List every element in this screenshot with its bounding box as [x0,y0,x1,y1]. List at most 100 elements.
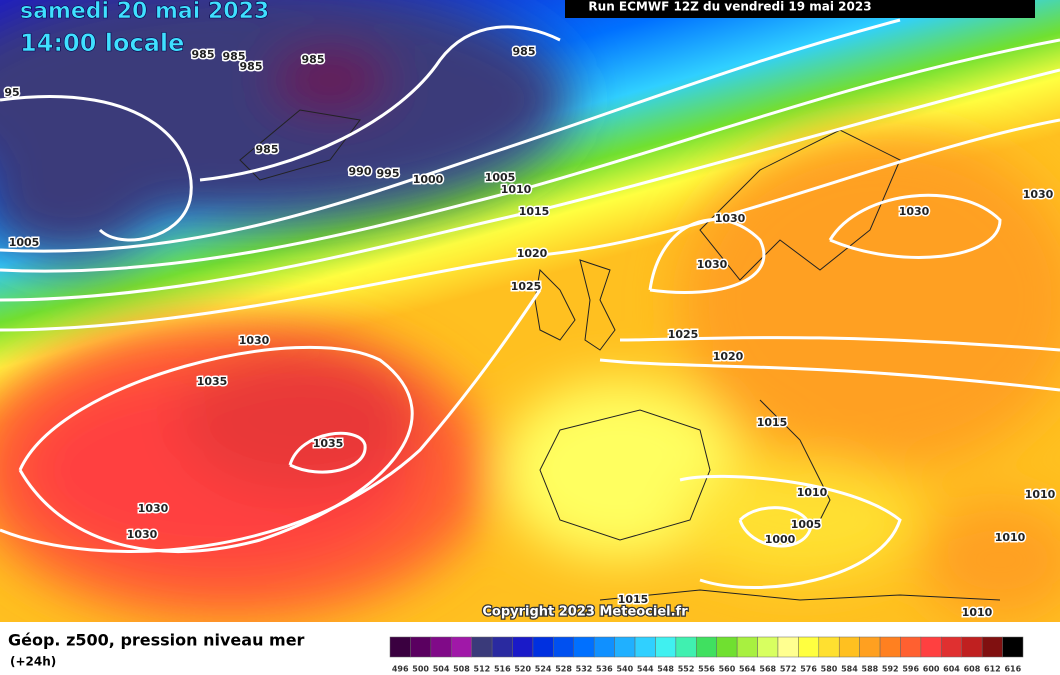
isobar-label: 1025 [668,328,699,341]
scale-label: 548 [657,665,674,674]
isobar-label: 1015 [618,593,649,606]
scale-label: 524 [535,665,552,674]
scale-swatch [941,636,962,658]
isobars [0,18,1060,589]
isobar-label: 1005 [9,236,40,249]
isobar-label: 1030 [127,528,158,541]
isobar-label: 995 [377,167,400,180]
isobar-label: 985 [192,48,215,61]
isobar-label: 1000 [765,533,796,546]
isobar-label: 1030 [899,205,930,218]
scale-swatch [532,636,554,658]
field-blobs [0,0,1060,620]
scale-swatch [838,636,860,658]
scale-swatch [716,636,738,658]
scale-swatch [777,636,799,658]
isobar-label: 1000 [413,173,444,186]
isobar-label: 1030 [697,258,728,271]
scale-swatch [614,636,636,658]
isobar-label: 1005 [485,171,516,184]
scale-label: 540 [616,665,633,674]
run-info: Run ECMWF 12Z du vendredi 19 mai 2023 [588,0,871,14]
scale-swatch [900,636,922,658]
scale-label: 496 [392,665,409,674]
isobar-label: 1015 [757,416,788,429]
isobar-label: 1010 [501,183,532,196]
scale-label: 520 [514,665,531,674]
isobar-label: 990 [349,165,372,178]
isobar-label: 985 [513,45,536,58]
isobar-label: 1020 [713,350,744,363]
scale-label: 572 [780,665,797,674]
isobar-label: 1035 [197,375,228,388]
scale-label: 584 [841,665,858,674]
scale-swatch [961,636,983,658]
scale-swatch [573,636,595,658]
scale-swatch [696,636,717,658]
scale-swatch [879,636,901,658]
isobar-label: 95 [4,86,19,99]
scale-label: 528 [555,665,572,674]
scale-swatch [410,636,432,658]
scale-swatch [859,636,881,658]
scale-swatch [451,636,472,658]
isobar-label: 1030 [239,334,270,347]
date: samedi 20 mai 2023 [20,0,269,24]
isobar-label: 1015 [519,205,550,218]
footer-title: Géop. z500, pression niveau mer [8,631,305,650]
color-scale: 496 500 504 508 512 516 520 524 528 532 536 540 544 5… [389,636,1024,674]
scale-swatch [430,636,452,658]
scale-swatch [634,636,656,658]
isobar-label: 1035 [313,437,344,450]
coastlines [239,109,1001,601]
isobar-label: 1010 [1025,488,1056,501]
scale-label: 532 [576,665,593,674]
scale-swatch [655,636,677,658]
isobar-label: 985 [256,143,279,156]
scale-label: 600 [923,665,940,674]
scale-label: 592 [882,665,899,674]
isobar-label: 1010 [962,606,993,619]
isobar-label: 985 [302,53,325,66]
isobar-label: 1020 [517,247,548,260]
scale-label: 596 [902,665,919,674]
isobar-label: 1005 [791,518,822,531]
scale-label: 576 [800,665,817,674]
scale-swatch [920,636,942,658]
isobar-label: 1010 [797,486,828,499]
scale-swatch [818,636,840,658]
scale-swatch [389,636,411,658]
scale-swatch [798,636,820,658]
scale-label: 512 [474,665,491,674]
isobar-label: 1010 [995,531,1026,544]
run-banner [565,0,1035,18]
scale-swatch [736,636,758,658]
scale-label: 544 [637,665,654,674]
isobar-label: 1030 [715,212,746,225]
footer-lead: (+24h) [10,655,56,669]
isobar-label: 1030 [138,502,169,515]
isobar-label: 985 [240,60,263,73]
scale-label: 552 [678,665,695,674]
scale-label: 508 [453,665,470,674]
scale-swatch [512,636,534,658]
scale-swatch [1002,636,1024,658]
scale-swatch [471,636,493,658]
scale-label: 604 [943,665,960,674]
scale-swatch [491,636,513,658]
scale-label: 588 [862,665,879,674]
scale-label: 612 [984,665,1001,674]
scale-swatch [675,636,697,658]
scale-label: 504 [433,665,450,674]
scale-label: 536 [596,665,613,674]
scale-swatch [757,636,779,658]
scale-swatch [553,636,575,658]
scale-label: 500 [412,665,429,674]
isobar-label: 985 [223,50,246,63]
scale-label: 616 [1004,665,1021,674]
scale-swatch [593,636,615,658]
scale-swatch [981,636,1003,658]
scale-label: 564 [739,665,756,674]
